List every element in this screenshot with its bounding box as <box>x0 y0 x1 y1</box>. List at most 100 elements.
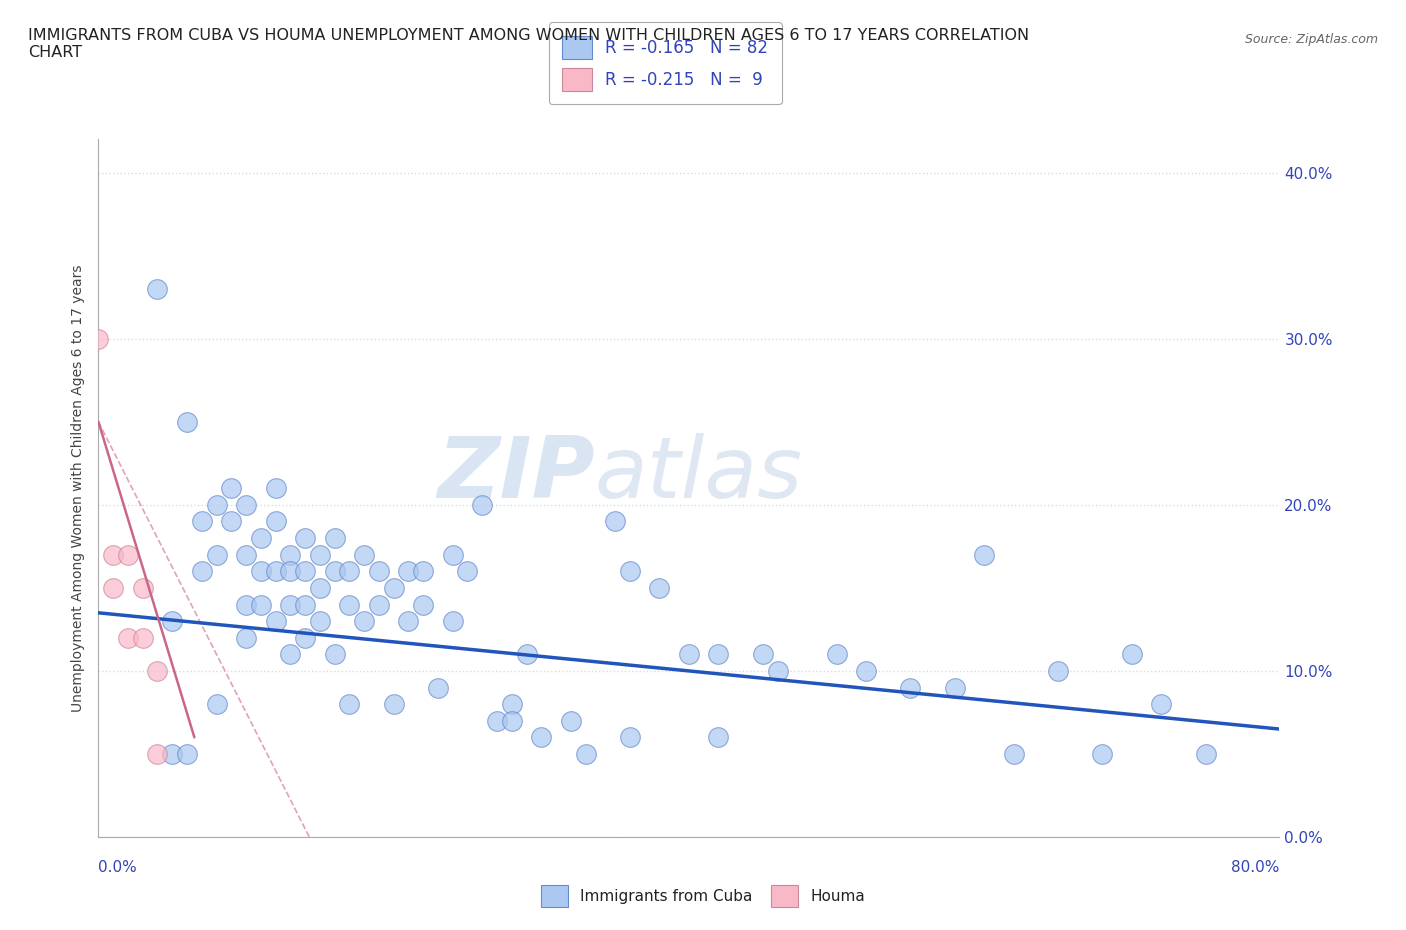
Point <box>146 282 169 297</box>
Point <box>943 680 966 695</box>
Point <box>900 680 922 695</box>
Point <box>278 647 302 662</box>
Point <box>441 614 464 629</box>
Point <box>486 713 509 728</box>
Point <box>264 481 287 496</box>
Point <box>146 663 169 678</box>
Point <box>560 713 582 728</box>
Point <box>619 730 641 745</box>
Point <box>501 713 523 728</box>
Point <box>1121 647 1143 662</box>
Point <box>294 564 316 578</box>
Point <box>250 564 273 578</box>
Point <box>294 597 316 612</box>
Point <box>825 647 848 662</box>
Point <box>353 614 375 629</box>
Point <box>176 415 198 430</box>
Point <box>235 498 257 512</box>
Point <box>382 697 405 711</box>
Point <box>205 498 228 512</box>
Point <box>427 680 450 695</box>
Point <box>339 697 360 711</box>
Point <box>162 747 183 762</box>
Text: Source: ZipAtlas.com: Source: ZipAtlas.com <box>1244 33 1378 46</box>
Point <box>250 597 273 612</box>
Point <box>323 564 346 578</box>
Point <box>396 564 419 578</box>
Point <box>103 547 125 562</box>
Point <box>264 514 287 529</box>
Text: IMMIGRANTS FROM CUBA VS HOUMA UNEMPLOYMENT AMONG WOMEN WITH CHILDREN AGES 6 TO 1: IMMIGRANTS FROM CUBA VS HOUMA UNEMPLOYME… <box>28 28 1029 60</box>
Point <box>515 647 537 662</box>
Text: atlas: atlas <box>595 432 803 516</box>
Point <box>205 697 228 711</box>
Point <box>264 614 287 629</box>
Point <box>323 647 346 662</box>
Point <box>707 647 730 662</box>
Point <box>294 531 316 546</box>
Point <box>766 663 789 678</box>
Point <box>368 564 391 578</box>
Point <box>501 697 523 711</box>
Point <box>162 614 183 629</box>
Point <box>235 597 257 612</box>
Point <box>294 631 316 645</box>
Point <box>1091 747 1114 762</box>
Point <box>117 631 139 645</box>
Point <box>412 564 434 578</box>
Point <box>1046 663 1069 678</box>
Point <box>250 531 273 546</box>
Point <box>707 730 730 745</box>
Point <box>751 647 773 662</box>
Point <box>323 531 346 546</box>
Point <box>235 631 257 645</box>
Point <box>146 747 169 762</box>
Point <box>396 614 419 629</box>
Point <box>339 597 360 612</box>
Point <box>441 547 464 562</box>
Point <box>368 597 391 612</box>
Point <box>412 597 434 612</box>
Point <box>456 564 478 578</box>
Point <box>855 663 877 678</box>
Point <box>219 481 242 496</box>
Point <box>1195 747 1218 762</box>
Y-axis label: Unemployment Among Women with Children Ages 6 to 17 years: Unemployment Among Women with Children A… <box>72 264 86 712</box>
Point <box>530 730 553 745</box>
Point <box>87 331 110 346</box>
Text: 0.0%: 0.0% <box>98 860 138 875</box>
Point <box>471 498 494 512</box>
Point <box>382 580 405 595</box>
Point <box>191 514 214 529</box>
Point <box>309 547 332 562</box>
Legend: Immigrants from Cuba, Houma: Immigrants from Cuba, Houma <box>534 879 872 913</box>
Legend: R = -0.165   N = 82, R = -0.215   N =  9: R = -0.165 N = 82, R = -0.215 N = 9 <box>548 22 782 104</box>
Point <box>278 597 302 612</box>
Point <box>574 747 596 762</box>
Point <box>605 514 627 529</box>
Text: 80.0%: 80.0% <box>1232 860 1279 875</box>
Point <box>1002 747 1025 762</box>
Point <box>132 631 155 645</box>
Point <box>648 580 671 595</box>
Point <box>219 514 242 529</box>
Point <box>103 580 125 595</box>
Point <box>205 547 228 562</box>
Point <box>339 564 360 578</box>
Point <box>973 547 995 562</box>
Point <box>278 547 302 562</box>
Point <box>309 614 332 629</box>
Point <box>678 647 700 662</box>
Point <box>353 547 375 562</box>
Point <box>176 747 198 762</box>
Text: ZIP: ZIP <box>437 432 595 516</box>
Point <box>264 564 287 578</box>
Point <box>278 564 302 578</box>
Point <box>235 547 257 562</box>
Point <box>132 580 155 595</box>
Point <box>619 564 641 578</box>
Point <box>1150 697 1173 711</box>
Point <box>117 547 139 562</box>
Point <box>309 580 332 595</box>
Point <box>191 564 214 578</box>
